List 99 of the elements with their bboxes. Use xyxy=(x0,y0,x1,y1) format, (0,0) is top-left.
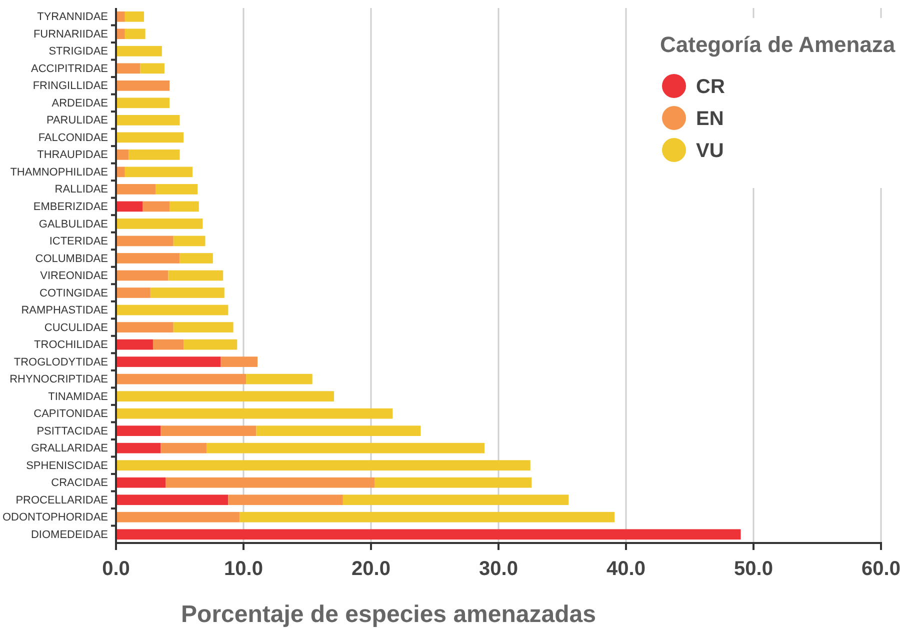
bar xyxy=(150,288,224,298)
bar xyxy=(116,529,741,540)
bar xyxy=(116,98,170,108)
y-tick-label: EMBERIZIDAE xyxy=(33,200,108,213)
y-tick-label: ACCIPITRIDAE xyxy=(30,62,108,75)
bar xyxy=(256,426,421,436)
y-tick-label: ARDEIDAE xyxy=(52,97,108,110)
x-tick-label: 0.0 xyxy=(102,558,130,580)
bar xyxy=(116,11,125,22)
bar xyxy=(116,408,393,419)
bar xyxy=(124,166,192,178)
y-tick-label: COLUMBIDAE xyxy=(35,252,108,265)
bar xyxy=(116,374,246,384)
bar xyxy=(116,460,530,471)
y-tick-label: CUCULIDAE xyxy=(44,322,108,334)
bar xyxy=(116,28,125,40)
bar xyxy=(116,184,156,194)
bar xyxy=(116,80,170,91)
y-tick-label: GALBULIDAE xyxy=(38,218,108,230)
bar xyxy=(180,253,213,264)
bar xyxy=(374,477,532,488)
x-tick-label: 20.0 xyxy=(352,558,390,580)
bar xyxy=(166,477,375,488)
bar xyxy=(116,218,203,229)
y-tick-label: DIOMEDEIDAE xyxy=(30,528,108,541)
bar xyxy=(116,46,162,56)
y-tick-label: FRINGILLIDAE xyxy=(32,80,108,92)
bar xyxy=(160,426,256,436)
bar xyxy=(168,270,224,281)
bar xyxy=(116,391,334,402)
x-tick-label: 30.0 xyxy=(479,558,518,580)
bar xyxy=(116,201,143,212)
bar xyxy=(116,356,221,367)
y-tick-label: PARULIDAE xyxy=(46,114,108,127)
bar xyxy=(116,150,129,160)
bar xyxy=(228,494,343,506)
legend-label: CR xyxy=(696,76,726,98)
y-tick-label: ICTERIDAE xyxy=(49,236,108,248)
y-tick-label: RHYNOCRIPTIDAE xyxy=(10,374,108,386)
bar xyxy=(116,322,174,332)
bar xyxy=(142,201,170,212)
bar xyxy=(152,339,184,350)
bar xyxy=(220,356,258,367)
bar xyxy=(140,63,164,74)
y-tick-label: FURNARIIDAE xyxy=(33,28,108,40)
bar xyxy=(116,477,166,488)
y-tick-label: CRACIDAE xyxy=(51,477,108,490)
bar xyxy=(116,304,228,316)
bar xyxy=(184,339,238,350)
bar xyxy=(116,426,161,436)
bar xyxy=(116,115,180,126)
y-tick-label: THRAUPIDAE xyxy=(37,149,108,162)
legend-title: Categoría de Amenaza xyxy=(660,32,896,57)
bar xyxy=(116,236,174,246)
bar xyxy=(173,322,234,332)
y-tick-label: FALCONIDAE xyxy=(38,132,108,144)
bar xyxy=(116,63,140,74)
y-tick-label: STRIGIDAE xyxy=(48,46,108,58)
x-tick-label: 50.0 xyxy=(734,558,773,580)
bar xyxy=(116,442,161,454)
bar xyxy=(124,11,144,22)
bar xyxy=(173,236,206,246)
bar xyxy=(116,512,240,522)
bar xyxy=(128,150,180,160)
y-tick-label: PROCELLARIDAE xyxy=(16,494,108,506)
bar xyxy=(206,442,484,454)
y-tick-label: TYRANNIDAE xyxy=(37,11,108,24)
y-tick-label: VIREONIDAE xyxy=(40,270,108,282)
y-tick-label: TROGLODYTIDAE xyxy=(14,356,108,368)
y-tick-label: ODONTOPHORIDAE xyxy=(2,512,108,524)
y-tick-label: SPHENISCIDAE xyxy=(26,460,108,472)
legend-label: VU xyxy=(696,140,724,162)
y-tick-label: RAMPHASTIDAE xyxy=(21,304,108,317)
y-tick-label: THAMNOPHILIDAE xyxy=(10,166,108,178)
y-tick-label: GRALLARIDAE xyxy=(30,442,108,455)
bar xyxy=(116,253,180,264)
bar xyxy=(116,288,150,298)
x-axis-title: Porcentaje de especies amenazadas xyxy=(181,601,596,628)
y-tick-label: COTINGIDAE xyxy=(40,287,108,300)
bar xyxy=(116,339,153,350)
x-tick-label: 60.0 xyxy=(862,558,900,580)
y-tick-label: TROCHILIDAE xyxy=(34,339,108,352)
y-tick-label: RALLIDAE xyxy=(54,184,108,196)
x-tick-label: 10.0 xyxy=(224,558,263,580)
bar xyxy=(160,442,207,454)
bar xyxy=(246,374,312,384)
bar xyxy=(156,184,198,194)
bar xyxy=(170,201,199,212)
bar xyxy=(124,28,146,40)
x-tick-label: 40.0 xyxy=(606,558,646,580)
y-tick-label: CAPITONIDAE xyxy=(34,408,108,420)
legend-label: EN xyxy=(696,108,724,130)
bar xyxy=(116,270,168,281)
bar xyxy=(240,512,615,522)
bar xyxy=(342,494,569,506)
y-tick-label: TINAMIDAE xyxy=(48,390,108,403)
bar xyxy=(116,132,184,143)
y-tick-label: PSITTACIDAE xyxy=(36,425,108,438)
bar xyxy=(116,494,228,506)
